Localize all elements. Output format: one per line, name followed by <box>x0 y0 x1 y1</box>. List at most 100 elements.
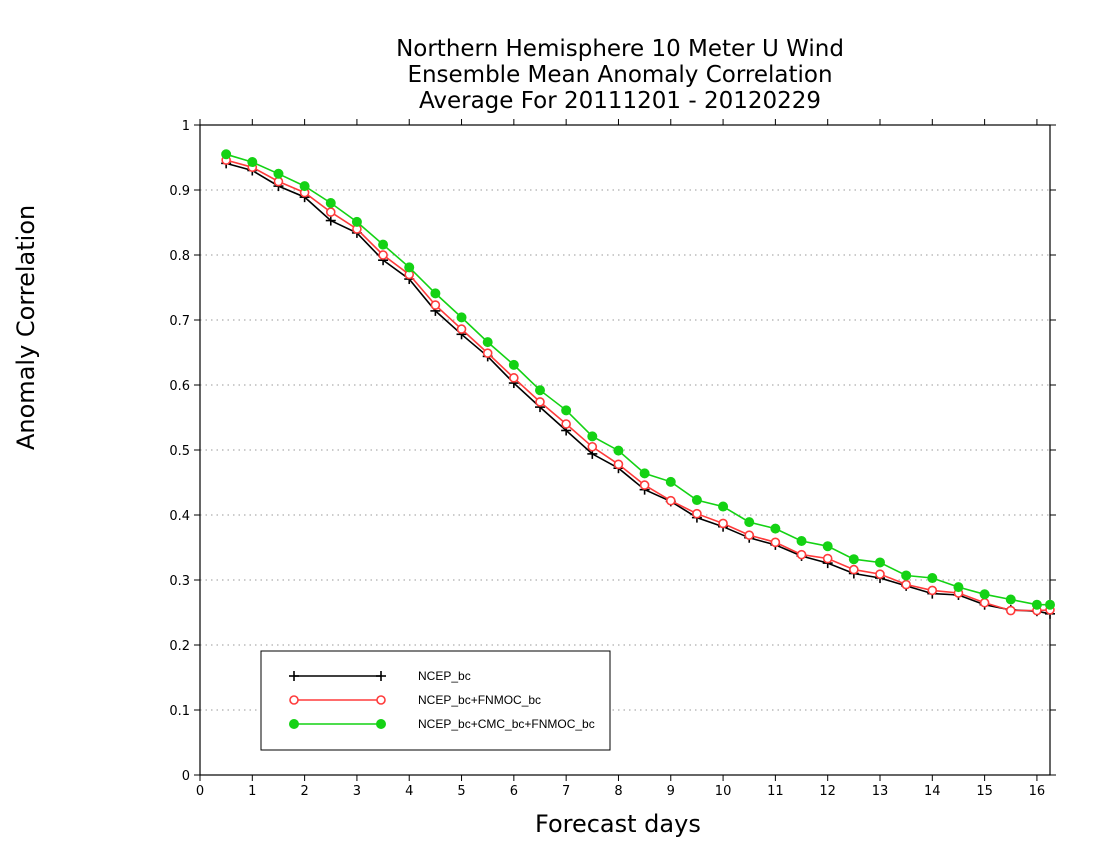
y-tick-label: 1 <box>182 119 190 134</box>
data-point <box>718 518 728 529</box>
series-3 <box>221 149 1055 610</box>
data-point <box>535 397 545 407</box>
legend-marker <box>289 671 299 681</box>
data-point <box>822 553 833 564</box>
x-tick-label: 14 <box>924 784 941 799</box>
data-point <box>430 288 441 299</box>
data-point <box>325 207 336 217</box>
data-point <box>796 536 807 546</box>
y-tick-label: 0.6 <box>169 379 190 394</box>
x-tick-label: 9 <box>667 784 675 799</box>
data-point <box>587 441 598 452</box>
x-tick-label: 0 <box>196 784 204 799</box>
x-tick-label: 11 <box>767 784 784 799</box>
y-tick-label: 0.1 <box>169 704 190 719</box>
data-point <box>901 570 912 581</box>
data-point <box>665 476 676 487</box>
data-point <box>561 405 572 416</box>
y-tick-label: 0.5 <box>169 444 190 459</box>
data-point <box>848 554 859 565</box>
x-tick-label: 1 <box>248 784 256 799</box>
data-point <box>1045 599 1055 610</box>
data-point <box>587 431 598 442</box>
title-line-2: Ensemble Mean Anomaly Correlation <box>407 62 833 88</box>
data-point <box>613 459 624 470</box>
x-tick-label: 3 <box>353 784 361 799</box>
x-tick-label: 16 <box>1029 784 1046 799</box>
y-tick-label: 0 <box>182 769 190 784</box>
y-tick-label: 0.7 <box>169 314 190 329</box>
x-tick-label: 13 <box>872 784 889 799</box>
legend-label: NCEP_bc+CMC_bc+FNMOC_bc <box>418 717 595 731</box>
data-point <box>979 597 990 608</box>
data-point <box>509 373 519 383</box>
legend-marker <box>289 719 299 729</box>
x-tick-label: 12 <box>819 784 836 799</box>
x-axis-title: Forecast days <box>535 810 701 838</box>
x-tick-label: 2 <box>300 784 308 799</box>
y-tick-label: 0.9 <box>169 184 190 199</box>
legend-marker <box>376 719 386 729</box>
series-2 <box>221 155 1055 616</box>
series-line <box>225 162 1051 615</box>
y-tick-label: 0.4 <box>169 509 190 524</box>
data-point <box>378 250 388 260</box>
data-point <box>221 149 232 160</box>
data-point <box>744 530 755 540</box>
title-line-1: Northern Hemisphere 10 Meter U Wind <box>396 36 844 62</box>
series-line <box>225 153 1050 606</box>
data-point <box>875 569 885 579</box>
data-point <box>875 557 885 568</box>
data-point <box>770 537 781 548</box>
data-point <box>692 508 702 519</box>
data-point <box>535 385 545 396</box>
data-point <box>456 324 467 334</box>
data-point <box>901 579 911 590</box>
data-point <box>378 239 389 250</box>
y-tick-label: 0.2 <box>169 639 190 654</box>
y-tick-label: 0.3 <box>169 574 190 589</box>
data-point <box>691 495 702 506</box>
data-point <box>430 300 441 310</box>
x-tick-label: 15 <box>976 784 993 799</box>
data-point <box>979 589 990 600</box>
data-point <box>822 541 833 552</box>
legend-label: NCEP_bc+FNMOC_bc <box>418 693 541 707</box>
data-point <box>325 198 336 208</box>
data-point <box>927 573 938 584</box>
data-point <box>953 582 964 593</box>
data-point <box>770 523 781 534</box>
data-point <box>508 359 519 370</box>
y-tick-label: 0.8 <box>169 249 190 264</box>
data-point <box>404 262 415 273</box>
data-point <box>1005 594 1016 605</box>
data-point <box>849 564 859 575</box>
x-tick-label: 10 <box>715 784 732 799</box>
x-tick-label: 4 <box>405 784 413 799</box>
data-point <box>718 501 729 512</box>
legend-marker <box>376 671 386 681</box>
data-point <box>639 480 650 490</box>
data-point <box>299 181 310 192</box>
x-tick-label: 8 <box>614 784 622 799</box>
legend-label: NCEP_bc <box>418 669 471 683</box>
data-point <box>247 157 258 168</box>
data-point <box>665 495 676 506</box>
data-point <box>744 517 755 528</box>
data-point <box>482 337 493 348</box>
x-tick-label: 6 <box>510 784 518 799</box>
data-point <box>273 168 284 179</box>
data-point <box>351 216 362 227</box>
x-tick-label: 7 <box>562 784 570 799</box>
data-point <box>1005 605 1016 616</box>
chart-title: Northern Hemisphere 10 Meter U Wind Ense… <box>0 36 1100 114</box>
legend-marker <box>376 695 386 705</box>
legend-marker <box>289 695 299 705</box>
data-point <box>561 419 571 429</box>
y-axis-title: Anomaly Correlation <box>12 204 40 450</box>
data-point <box>639 468 650 479</box>
x-tick-label: 5 <box>457 784 465 799</box>
plot-frame <box>199 124 1051 776</box>
data-point <box>456 312 467 323</box>
